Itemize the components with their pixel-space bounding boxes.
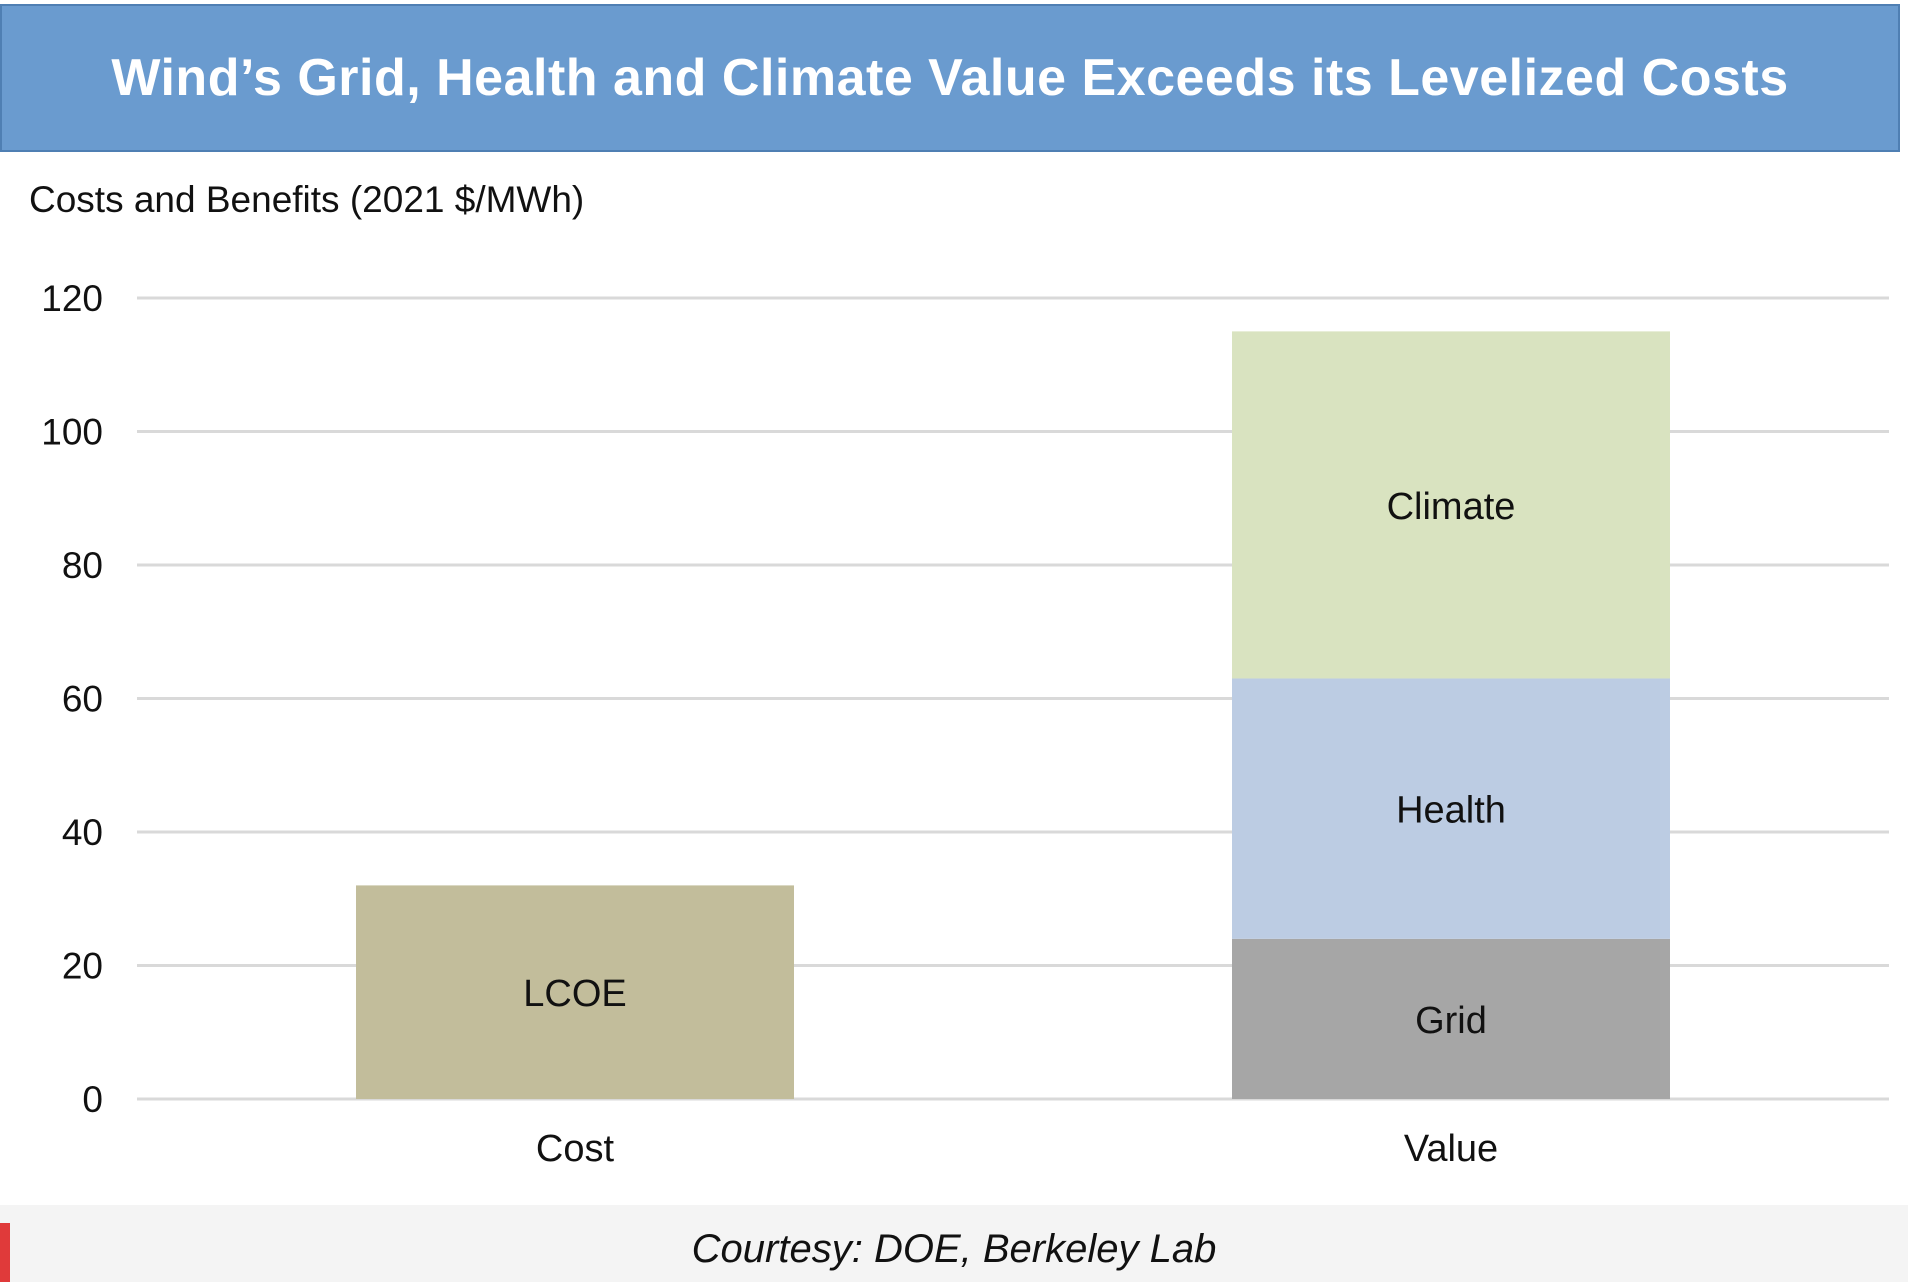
bar-segment-lcoe <box>356 885 794 1099</box>
segment-label: Grid <box>1415 1000 1487 1042</box>
footer: Courtesy: DOE, Berkeley Lab <box>0 1205 1908 1282</box>
x-category-label: Cost <box>536 1128 615 1170</box>
y-tick-label: 40 <box>62 812 103 853</box>
y-tick-label: 20 <box>62 946 103 987</box>
chart-title: Wind’s Grid, Health and Climate Value Ex… <box>111 49 1789 107</box>
y-tick-label: 120 <box>41 278 103 319</box>
stacked-bar-chart: Costs and Benefits (2021 $/MWh) 0 20 40 60 8… <box>29 179 1889 1170</box>
segment-label: Health <box>1396 790 1506 832</box>
bar-segment-grid <box>1232 938 1670 1099</box>
bar-segment-climate <box>1232 331 1670 679</box>
bar-segment-health <box>1232 678 1670 939</box>
y-tick-label: 100 <box>41 412 103 453</box>
accent-mark <box>0 1223 10 1282</box>
segment-label: LCOE <box>523 973 626 1015</box>
credit-text: Courtesy: DOE, Berkeley Lab <box>691 1227 1217 1271</box>
y-axis-label: Costs and Benefits (2021 $/MWh) <box>29 179 584 220</box>
title-banner: Wind’s Grid, Health and Climate Value Ex… <box>0 4 1900 152</box>
y-tick-label: 60 <box>62 679 103 720</box>
x-category-label: Value <box>1404 1128 1498 1170</box>
y-tick-label: 80 <box>62 545 103 586</box>
segment-label: Climate <box>1387 486 1516 528</box>
y-tick-label: 0 <box>82 1079 103 1120</box>
